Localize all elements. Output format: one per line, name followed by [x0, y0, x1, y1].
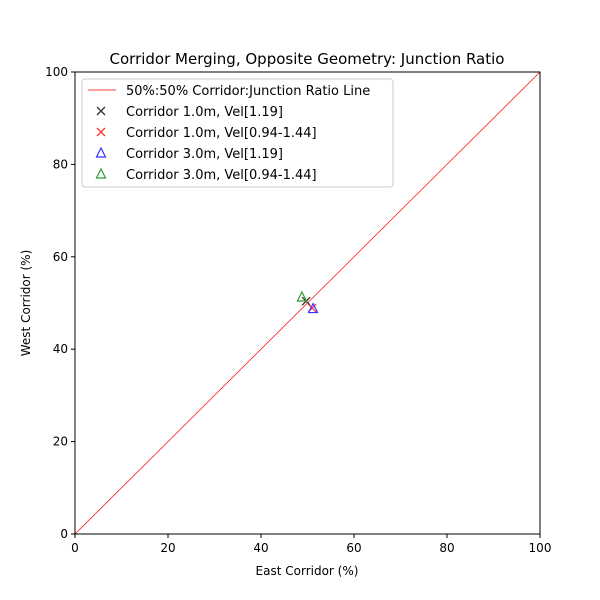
- axes-frame: [74, 71, 541, 535]
- legend-frame: [81, 78, 394, 188]
- y-tick-label: 100: [45, 65, 68, 79]
- y-axis-label: West Corridor (%): [19, 250, 33, 357]
- data-point-series-3: [296, 290, 308, 302]
- legend-label: Corridor 1.0m, Vel[1.19]: [126, 105, 283, 120]
- legend-marker-2: [95, 146, 107, 158]
- plot-area: [74, 71, 541, 535]
- x-tick-label: 20: [160, 541, 175, 555]
- legend-label: 50%:50% Corridor:Junction Ratio Line: [126, 84, 370, 99]
- legend-label: Corridor 3.0m, Vel[0.94-1.44]: [126, 168, 317, 183]
- x-axis-label: East Corridor (%): [256, 564, 359, 578]
- chart-title: Corridor Merging, Opposite Geometry: Jun…: [110, 50, 505, 68]
- x-tick-label: 100: [529, 541, 552, 555]
- legend-marker-1: [96, 127, 106, 137]
- legend: 50%:50% Corridor:Junction Ratio Line Corr…: [81, 78, 394, 188]
- x-tick-label: 60: [346, 541, 361, 555]
- legend-label: Corridor 3.0m, Vel[1.19]: [126, 147, 283, 162]
- legend-marker-0: [96, 106, 106, 116]
- x-tick-label: 80: [439, 541, 454, 555]
- y-tick-label: 80: [53, 157, 68, 171]
- y-tick-label: 0: [60, 527, 68, 541]
- x-tick-label: 0: [71, 541, 79, 555]
- legend-marker-3: [95, 167, 107, 179]
- legend-label: Corridor 1.0m, Vel[0.94-1.44]: [126, 126, 317, 141]
- y-tick-label: 20: [53, 435, 68, 449]
- axis-ticks: 0 20 40 60 80 100 0 20 40 60 80 100: [45, 65, 551, 555]
- y-tick-label: 60: [53, 250, 68, 264]
- y-tick-label: 40: [53, 342, 68, 356]
- x-tick-label: 40: [253, 541, 268, 555]
- data-point-series-2: [307, 302, 319, 314]
